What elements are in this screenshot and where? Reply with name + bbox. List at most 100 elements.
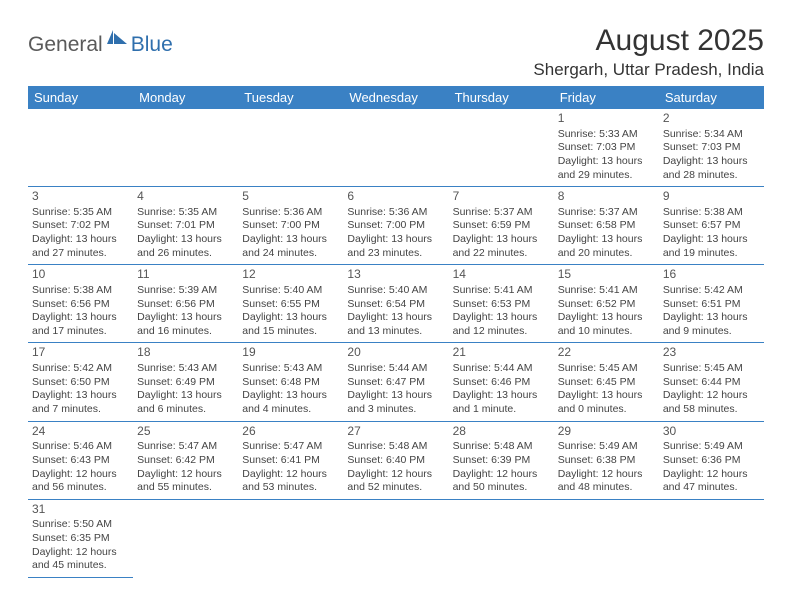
day-number: 9 [663, 189, 760, 205]
cell-line: Daylight: 13 hours [347, 311, 444, 325]
calendar-cell: 20Sunrise: 5:44 AMSunset: 6:47 PMDayligh… [343, 343, 448, 421]
calendar-cell [343, 109, 448, 187]
cell-line: Sunset: 6:54 PM [347, 298, 444, 312]
cell-line: Sunrise: 5:48 AM [347, 440, 444, 454]
cell-line: Daylight: 13 hours [453, 233, 550, 247]
cell-line: Sunrise: 5:40 AM [347, 284, 444, 298]
location: Shergarh, Uttar Pradesh, India [533, 60, 764, 80]
cell-line: Daylight: 12 hours [242, 468, 339, 482]
calendar-cell: 14Sunrise: 5:41 AMSunset: 6:53 PMDayligh… [449, 265, 554, 343]
day-number: 26 [242, 424, 339, 440]
calendar-cell [659, 499, 764, 577]
cell-line: Sunrise: 5:35 AM [32, 206, 129, 220]
calendar-cell: 26Sunrise: 5:47 AMSunset: 6:41 PMDayligh… [238, 421, 343, 499]
calendar-cell: 28Sunrise: 5:48 AMSunset: 6:39 PMDayligh… [449, 421, 554, 499]
calendar-cell: 18Sunrise: 5:43 AMSunset: 6:49 PMDayligh… [133, 343, 238, 421]
cell-line: and 6 minutes. [137, 403, 234, 417]
cell-line: Sunrise: 5:33 AM [558, 128, 655, 142]
calendar-cell [449, 109, 554, 187]
cell-line: and 29 minutes. [558, 169, 655, 183]
cell-line: and 50 minutes. [453, 481, 550, 495]
calendar-row: 17Sunrise: 5:42 AMSunset: 6:50 PMDayligh… [28, 343, 764, 421]
day-header: Tuesday [238, 86, 343, 109]
cell-line: and 48 minutes. [558, 481, 655, 495]
day-number: 16 [663, 267, 760, 283]
calendar-cell: 31Sunrise: 5:50 AMSunset: 6:35 PMDayligh… [28, 499, 133, 577]
cell-line: Daylight: 13 hours [137, 389, 234, 403]
cell-line: Sunset: 6:46 PM [453, 376, 550, 390]
cell-line: Sunrise: 5:34 AM [663, 128, 760, 142]
day-number: 24 [32, 424, 129, 440]
day-number: 12 [242, 267, 339, 283]
cell-line: Sunrise: 5:41 AM [453, 284, 550, 298]
cell-line: Daylight: 13 hours [558, 311, 655, 325]
calendar-cell: 19Sunrise: 5:43 AMSunset: 6:48 PMDayligh… [238, 343, 343, 421]
cell-line: Sunset: 6:40 PM [347, 454, 444, 468]
cell-line: Sunrise: 5:42 AM [663, 284, 760, 298]
cell-line: Sunrise: 5:39 AM [137, 284, 234, 298]
calendar-cell: 16Sunrise: 5:42 AMSunset: 6:51 PMDayligh… [659, 265, 764, 343]
cell-line: Sunset: 6:36 PM [663, 454, 760, 468]
cell-line: and 12 minutes. [453, 325, 550, 339]
day-header: Friday [554, 86, 659, 109]
calendar-cell: 25Sunrise: 5:47 AMSunset: 6:42 PMDayligh… [133, 421, 238, 499]
day-number: 15 [558, 267, 655, 283]
cell-line: and 15 minutes. [242, 325, 339, 339]
cell-line: Daylight: 13 hours [242, 311, 339, 325]
cell-line: Daylight: 12 hours [663, 389, 760, 403]
cell-line: Sunset: 6:39 PM [453, 454, 550, 468]
cell-line: Sunset: 6:35 PM [32, 532, 129, 546]
cell-line: Sunrise: 5:44 AM [347, 362, 444, 376]
calendar-row: 10Sunrise: 5:38 AMSunset: 6:56 PMDayligh… [28, 265, 764, 343]
month-title: August 2025 [533, 24, 764, 58]
calendar-cell [449, 499, 554, 577]
day-header: Thursday [449, 86, 554, 109]
day-header: Wednesday [343, 86, 448, 109]
cell-line: Sunset: 6:48 PM [242, 376, 339, 390]
cell-line: and 0 minutes. [558, 403, 655, 417]
calendar-cell: 10Sunrise: 5:38 AMSunset: 6:56 PMDayligh… [28, 265, 133, 343]
day-number: 4 [137, 189, 234, 205]
cell-line: Sunset: 6:43 PM [32, 454, 129, 468]
calendar-cell: 27Sunrise: 5:48 AMSunset: 6:40 PMDayligh… [343, 421, 448, 499]
cell-line: Sunrise: 5:43 AM [242, 362, 339, 376]
cell-line: Sunset: 6:50 PM [32, 376, 129, 390]
title-block: August 2025 Shergarh, Uttar Pradesh, Ind… [533, 24, 764, 80]
day-number: 6 [347, 189, 444, 205]
cell-line: Sunset: 7:03 PM [663, 141, 760, 155]
day-number: 28 [453, 424, 550, 440]
cell-line: Sunrise: 5:49 AM [558, 440, 655, 454]
calendar-cell: 12Sunrise: 5:40 AMSunset: 6:55 PMDayligh… [238, 265, 343, 343]
day-number: 31 [32, 502, 129, 518]
calendar-cell: 22Sunrise: 5:45 AMSunset: 6:45 PMDayligh… [554, 343, 659, 421]
cell-line: and 17 minutes. [32, 325, 129, 339]
cell-line: Daylight: 13 hours [242, 389, 339, 403]
cell-line: Daylight: 13 hours [347, 233, 444, 247]
cell-line: Daylight: 13 hours [347, 389, 444, 403]
cell-line: Sunset: 7:02 PM [32, 219, 129, 233]
calendar-cell: 24Sunrise: 5:46 AMSunset: 6:43 PMDayligh… [28, 421, 133, 499]
cell-line: and 20 minutes. [558, 247, 655, 261]
cell-line: Daylight: 12 hours [137, 468, 234, 482]
cell-line: Sunset: 6:49 PM [137, 376, 234, 390]
cell-line: Daylight: 13 hours [137, 233, 234, 247]
cell-line: Daylight: 12 hours [663, 468, 760, 482]
cell-line: Sunset: 6:57 PM [663, 219, 760, 233]
cell-line: and 26 minutes. [137, 247, 234, 261]
cell-line: and 23 minutes. [347, 247, 444, 261]
calendar-cell: 5Sunrise: 5:36 AMSunset: 7:00 PMDaylight… [238, 187, 343, 265]
day-header-row: SundayMondayTuesdayWednesdayThursdayFrid… [28, 86, 764, 109]
cell-line: Sunset: 6:58 PM [558, 219, 655, 233]
calendar-cell: 30Sunrise: 5:49 AMSunset: 6:36 PMDayligh… [659, 421, 764, 499]
cell-line: Sunrise: 5:50 AM [32, 518, 129, 532]
cell-line: Sunset: 6:41 PM [242, 454, 339, 468]
cell-line: and 53 minutes. [242, 481, 339, 495]
calendar-row: 3Sunrise: 5:35 AMSunset: 7:02 PMDaylight… [28, 187, 764, 265]
day-number: 25 [137, 424, 234, 440]
cell-line: Sunrise: 5:41 AM [558, 284, 655, 298]
cell-line: and 16 minutes. [137, 325, 234, 339]
cell-line: Daylight: 13 hours [32, 311, 129, 325]
calendar-cell: 1Sunrise: 5:33 AMSunset: 7:03 PMDaylight… [554, 109, 659, 187]
cell-line: Daylight: 12 hours [347, 468, 444, 482]
cell-line: Daylight: 13 hours [32, 233, 129, 247]
